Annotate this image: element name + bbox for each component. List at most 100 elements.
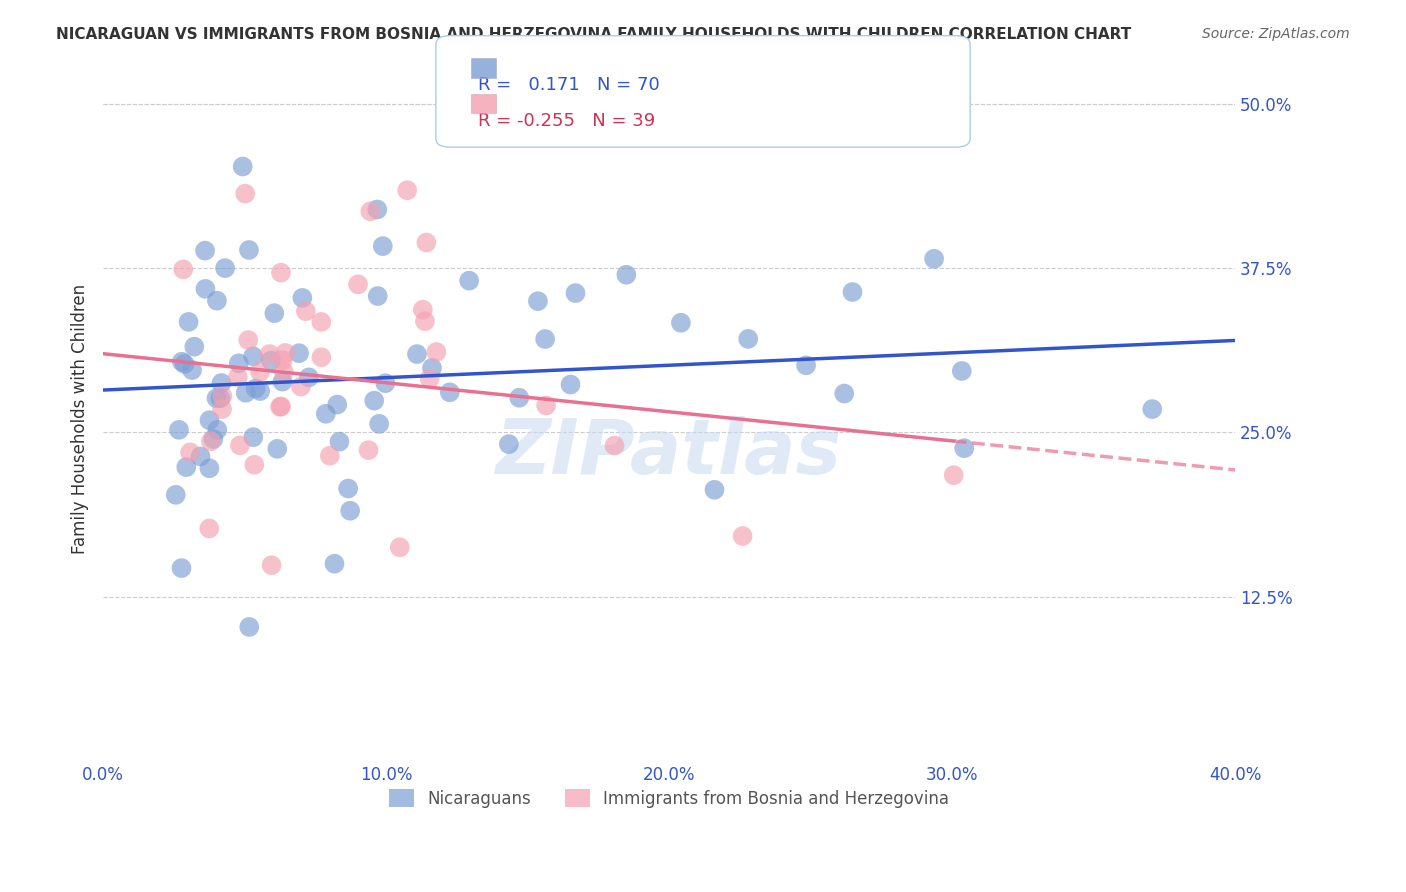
Nicaraguans [669, 316, 692, 330]
Nicaraguans [211, 376, 233, 390]
Nicaraguans [190, 450, 212, 464]
Immigrants from Bosnia and Herzegovina [357, 443, 380, 458]
Nicaraguans [238, 620, 260, 634]
Immigrants from Bosnia and Herzegovina [260, 558, 283, 573]
Immigrants from Bosnia and Herzegovina [179, 445, 201, 459]
Immigrants from Bosnia and Herzegovina [229, 438, 252, 452]
Nicaraguans [371, 239, 394, 253]
Nicaraguans [291, 291, 314, 305]
Nicaraguans [953, 441, 976, 455]
Nicaraguans [232, 160, 254, 174]
Nicaraguans [205, 391, 228, 405]
Nicaraguans [228, 356, 250, 370]
Immigrants from Bosnia and Herzegovina [211, 389, 233, 403]
Nicaraguans [165, 488, 187, 502]
Nicaraguans [288, 346, 311, 360]
Nicaraguans [508, 391, 530, 405]
Nicaraguans [534, 332, 557, 346]
Nicaraguans [326, 398, 349, 412]
Nicaraguans [1142, 402, 1164, 417]
Nicaraguans [249, 384, 271, 398]
Text: R =   0.171   N = 70: R = 0.171 N = 70 [478, 76, 659, 94]
Nicaraguans [209, 391, 232, 405]
Legend: Nicaraguans, Immigrants from Bosnia and Herzegovina: Nicaraguans, Immigrants from Bosnia and … [382, 783, 956, 814]
Immigrants from Bosnia and Herzegovina [200, 434, 222, 449]
Nicaraguans [363, 393, 385, 408]
Nicaraguans [841, 285, 863, 299]
Nicaraguans [737, 332, 759, 346]
Nicaraguans [439, 385, 461, 400]
Nicaraguans [337, 482, 360, 496]
Immigrants from Bosnia and Herzegovina [319, 449, 342, 463]
Nicaraguans [616, 268, 638, 282]
Immigrants from Bosnia and Herzegovina [238, 333, 260, 347]
Nicaraguans [406, 347, 429, 361]
Nicaraguans [323, 557, 346, 571]
Text: NICARAGUAN VS IMMIGRANTS FROM BOSNIA AND HERZEGOVINA FAMILY HOUSEHOLDS WITH CHIL: NICARAGUAN VS IMMIGRANTS FROM BOSNIA AND… [56, 27, 1132, 42]
Immigrants from Bosnia and Herzegovina [309, 315, 332, 329]
Nicaraguans [420, 360, 443, 375]
Nicaraguans [174, 460, 197, 475]
Nicaraguans [339, 504, 361, 518]
Text: Source: ZipAtlas.com: Source: ZipAtlas.com [1202, 27, 1350, 41]
Nicaraguans [266, 442, 288, 456]
Nicaraguans [832, 386, 855, 401]
Nicaraguans [202, 432, 225, 446]
Immigrants from Bosnia and Herzegovina [388, 541, 411, 555]
Nicaraguans [950, 364, 973, 378]
Immigrants from Bosnia and Herzegovina [942, 468, 965, 483]
Immigrants from Bosnia and Herzegovina [273, 365, 295, 379]
Nicaraguans [207, 423, 229, 437]
Immigrants from Bosnia and Herzegovina [269, 400, 291, 414]
Nicaraguans [205, 293, 228, 308]
Immigrants from Bosnia and Herzegovina [731, 529, 754, 543]
Nicaraguans [173, 357, 195, 371]
Nicaraguans [181, 363, 204, 377]
Nicaraguans [527, 294, 550, 309]
Immigrants from Bosnia and Herzegovina [274, 346, 297, 360]
Nicaraguans [298, 370, 321, 384]
Immigrants from Bosnia and Herzegovina [211, 402, 233, 417]
Immigrants from Bosnia and Herzegovina [270, 400, 292, 414]
Nicaraguans [245, 382, 267, 396]
Text: R = -0.255   N = 39: R = -0.255 N = 39 [478, 112, 655, 129]
Nicaraguans [198, 461, 221, 475]
Nicaraguans [703, 483, 725, 497]
Nicaraguans [235, 385, 257, 400]
Nicaraguans [170, 355, 193, 369]
Immigrants from Bosnia and Herzegovina [603, 439, 626, 453]
Nicaraguans [194, 282, 217, 296]
Nicaraguans [922, 252, 945, 266]
Immigrants from Bosnia and Herzegovina [249, 365, 271, 379]
Immigrants from Bosnia and Herzegovina [396, 183, 419, 197]
Immigrants from Bosnia and Herzegovina [226, 370, 249, 384]
Nicaraguans [260, 353, 283, 368]
Nicaraguans [315, 407, 337, 421]
Nicaraguans [238, 243, 260, 257]
Nicaraguans [170, 561, 193, 575]
Immigrants from Bosnia and Herzegovina [359, 204, 381, 219]
Immigrants from Bosnia and Herzegovina [259, 347, 281, 361]
Immigrants from Bosnia and Herzegovina [271, 353, 294, 368]
Nicaraguans [242, 430, 264, 444]
Immigrants from Bosnia and Herzegovina [270, 266, 292, 280]
Immigrants from Bosnia and Herzegovina [413, 314, 436, 328]
Immigrants from Bosnia and Herzegovina [347, 277, 370, 292]
Nicaraguans [367, 289, 389, 303]
Nicaraguans [498, 437, 520, 451]
Nicaraguans [564, 286, 586, 301]
Nicaraguans [458, 274, 481, 288]
Y-axis label: Family Households with Children: Family Households with Children [72, 285, 89, 554]
Immigrants from Bosnia and Herzegovina [243, 458, 266, 472]
Nicaraguans [374, 376, 396, 391]
Immigrants from Bosnia and Herzegovina [412, 302, 434, 317]
Immigrants from Bosnia and Herzegovina [233, 186, 256, 201]
Immigrants from Bosnia and Herzegovina [425, 345, 447, 359]
Nicaraguans [177, 315, 200, 329]
Nicaraguans [198, 413, 221, 427]
Nicaraguans [271, 375, 294, 389]
Nicaraguans [263, 306, 285, 320]
Nicaraguans [368, 417, 391, 431]
Immigrants from Bosnia and Herzegovina [198, 521, 221, 535]
Nicaraguans [366, 202, 388, 217]
